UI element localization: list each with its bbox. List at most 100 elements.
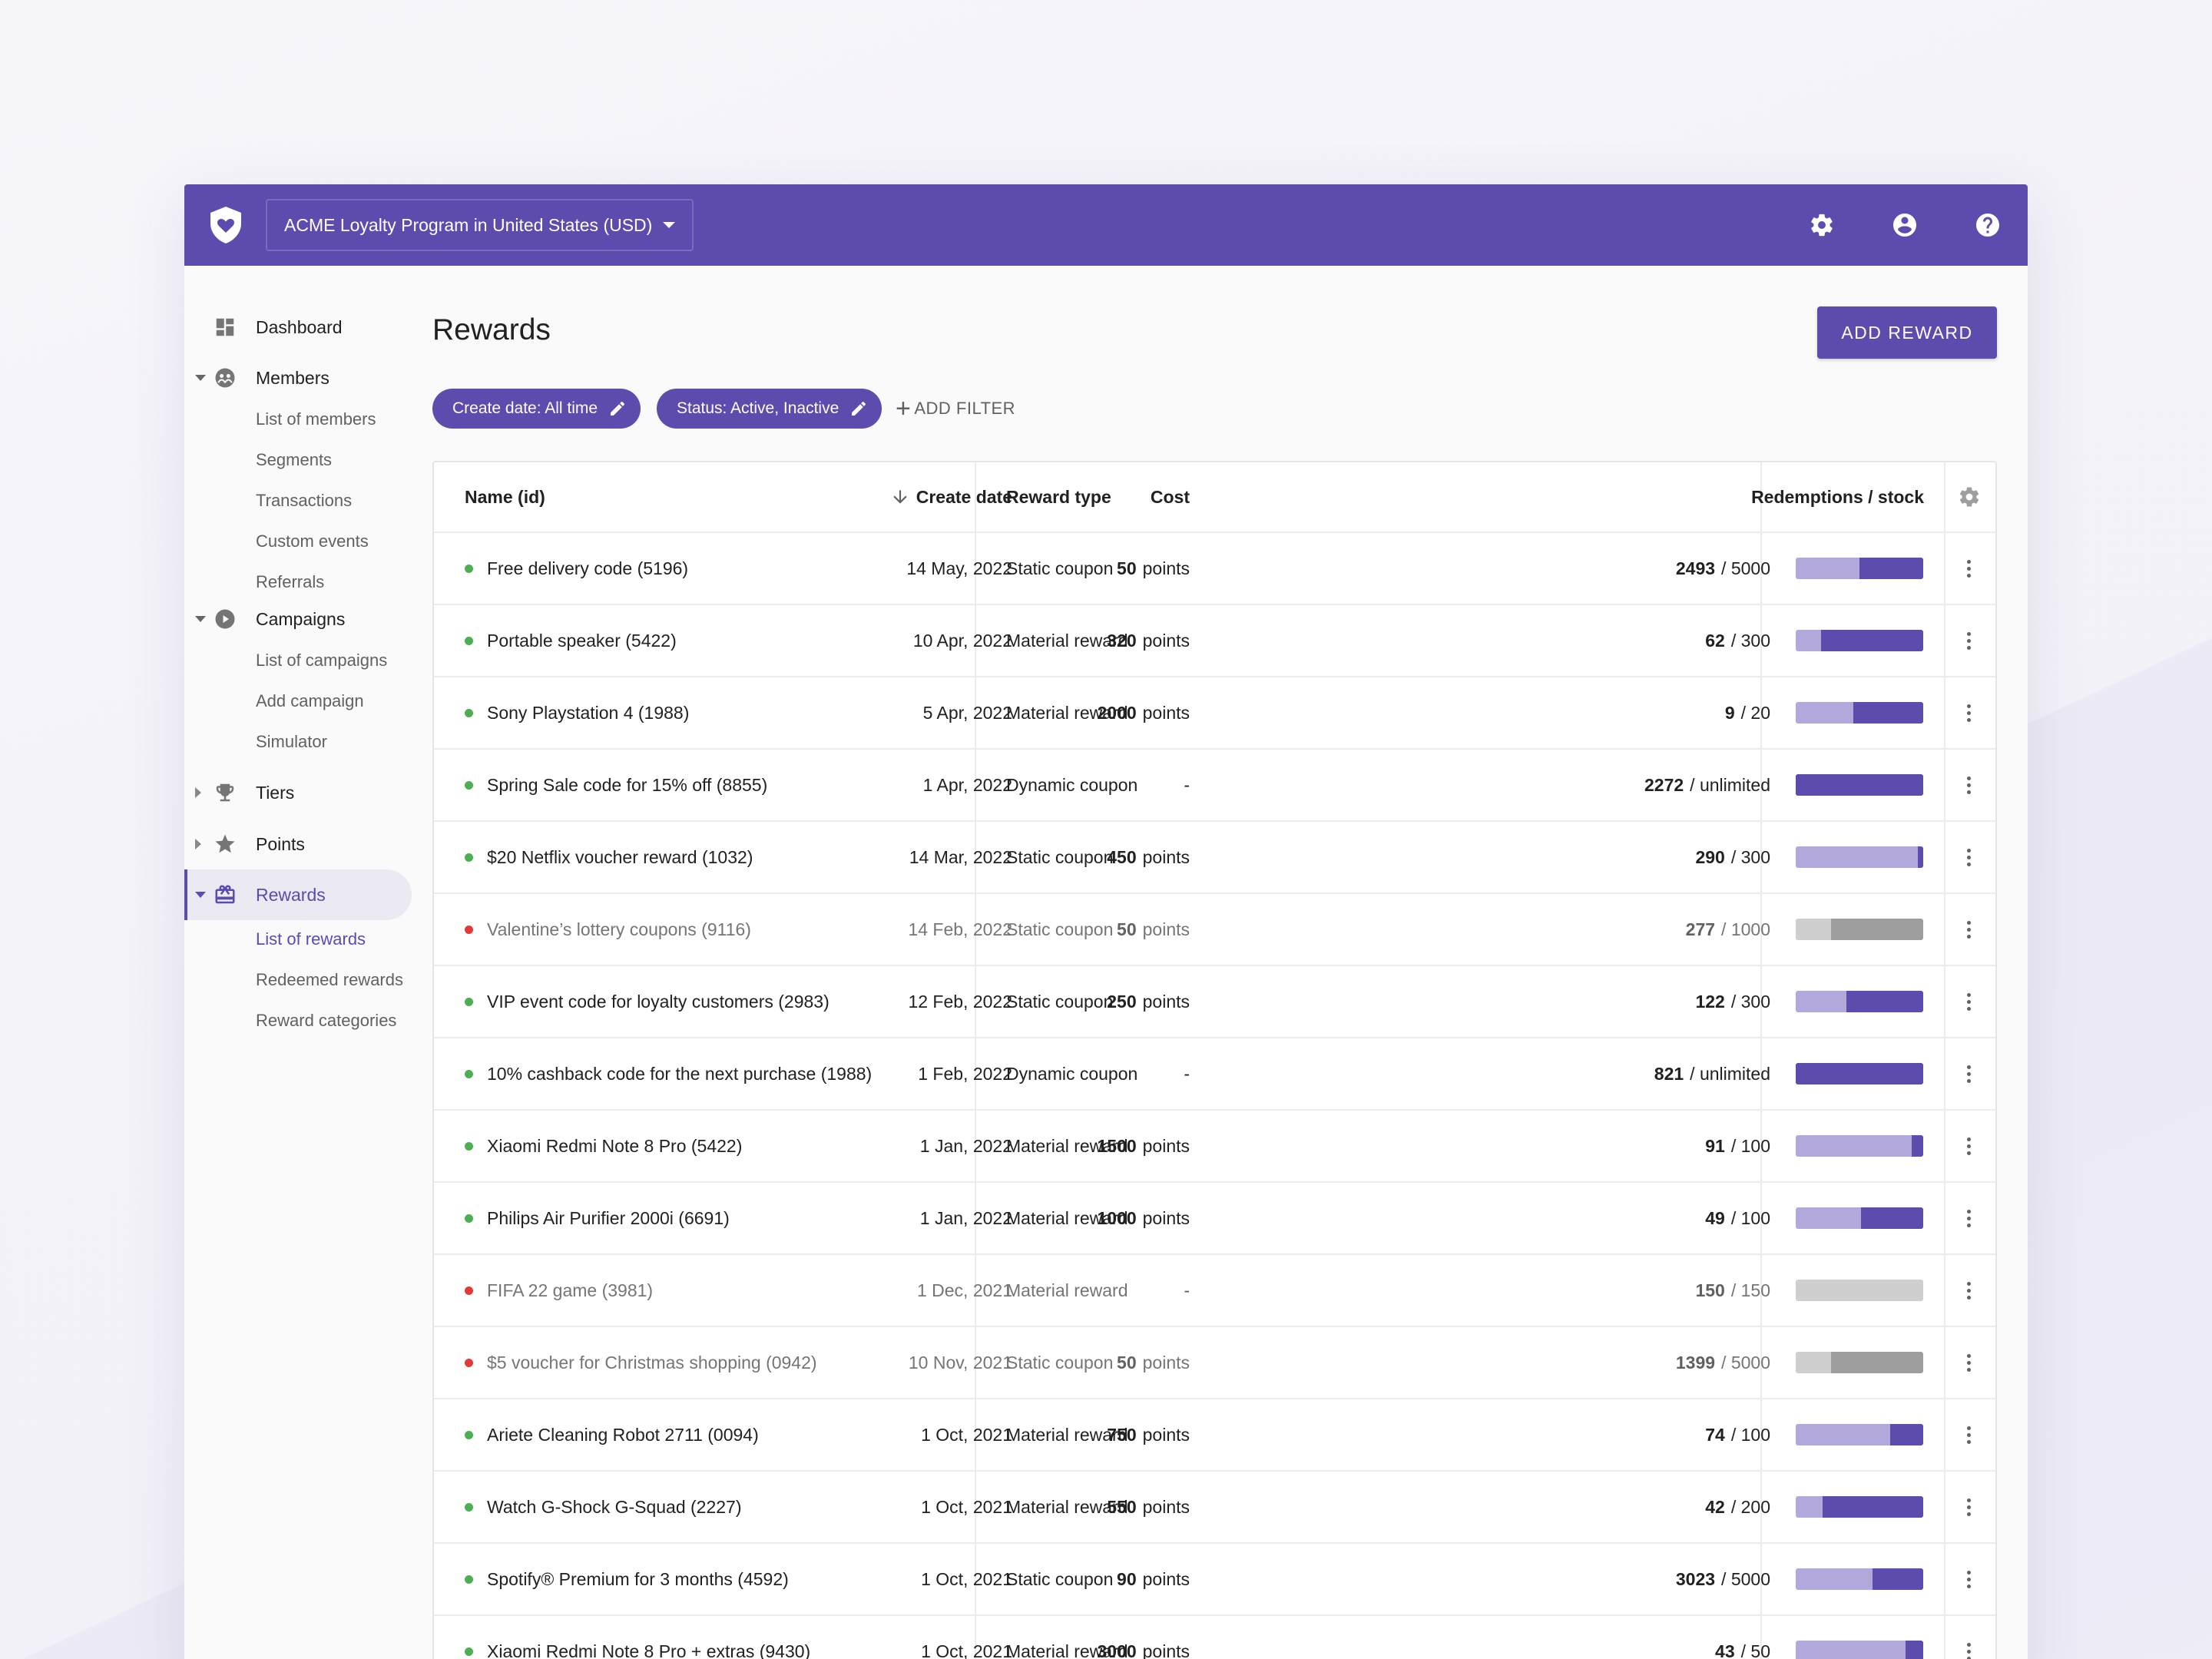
reward-name-cell[interactable]: $20 Netflix voucher reward (1032) <box>465 822 753 892</box>
table-row[interactable]: $20 Netflix voucher reward (1032) Static… <box>434 822 1995 894</box>
column-header-date[interactable]: Create date <box>890 462 1012 531</box>
row-menu-button[interactable] <box>1962 1472 1975 1542</box>
row-menu-button[interactable] <box>1962 605 1975 676</box>
table-row[interactable]: Free delivery code (5196) Static coupon … <box>434 533 1995 605</box>
row-menu-button[interactable] <box>1962 1327 1975 1398</box>
table-row[interactable]: VIP event code for loyalty customers (29… <box>434 966 1995 1038</box>
sidebar-subitem-transactions[interactable]: Transactions <box>256 491 353 510</box>
sidebar-item-rewards[interactable]: Rewards <box>184 869 412 920</box>
row-menu-button[interactable] <box>1962 1399 1975 1470</box>
column-divider <box>1944 462 1945 1659</box>
stock-value: 200 <box>1740 1496 1770 1517</box>
cost-value: 250 <box>1107 991 1137 1012</box>
redemptions-count: 3023 <box>1675 1568 1716 1589</box>
table-header: Name (id) Reward type Create date Cost R… <box>434 462 1995 533</box>
table-row[interactable]: Spring Sale code for 15% off (8855) Dyna… <box>434 750 1995 822</box>
reward-name-cell[interactable]: Ariete Cleaning Robot 2711 (0094) <box>465 1399 759 1470</box>
reward-name-cell[interactable]: Sony Playstation 4 (1988) <box>465 677 689 748</box>
sidebar-subitem-referrals[interactable]: Referrals <box>256 572 325 591</box>
reward-name-cell[interactable]: Philips Air Purifier 2000i (6691) <box>465 1183 730 1253</box>
reward-type: Static coupon <box>1006 991 1114 1012</box>
account-icon[interactable] <box>1891 211 1919 239</box>
table-row[interactable]: FIFA 22 game (3981) Material reward 1 De… <box>434 1255 1995 1327</box>
add-reward-button[interactable]: ADD REWARD <box>1817 306 1997 359</box>
table-row[interactable]: $5 voucher for Christmas shopping (0942)… <box>434 1327 1995 1399</box>
sidebar-item-label: Members <box>256 367 329 388</box>
status-dot <box>465 1647 473 1656</box>
reward-name-cell[interactable]: Spring Sale code for 15% off (8855) <box>465 750 767 820</box>
row-menu-button[interactable] <box>1962 822 1975 892</box>
table-row[interactable]: Philips Air Purifier 2000i (6691) Materi… <box>434 1183 1995 1255</box>
reward-name-cell[interactable]: VIP event code for loyalty customers (29… <box>465 966 830 1037</box>
table-row[interactable]: Watch G-Shock G-Squad (2227) Material re… <box>434 1472 1995 1544</box>
program-selector[interactable]: ACME Loyalty Program in United States (U… <box>266 199 694 251</box>
row-menu-button[interactable] <box>1962 1255 1975 1326</box>
row-menu-button[interactable] <box>1962 1038 1975 1109</box>
row-menu-button[interactable] <box>1962 677 1975 748</box>
row-menu-button[interactable] <box>1962 894 1975 965</box>
reward-name-cell[interactable]: Spotify® Premium for 3 months (4592) <box>465 1544 789 1614</box>
status-dot <box>465 853 473 862</box>
more-vert-icon <box>1966 1281 1971 1300</box>
reward-name-cell[interactable]: Watch G-Shock G-Squad (2227) <box>465 1472 742 1542</box>
reward-name: $20 Netflix voucher reward (1032) <box>487 846 753 867</box>
sidebar-subitem-list-of-members[interactable]: List of members <box>256 409 376 429</box>
sidebar-subitem-reward-categories[interactable]: Reward categories <box>256 1011 397 1030</box>
table-row[interactable]: Xiaomi Redmi Note 8 Pro (5422) Material … <box>434 1111 1995 1183</box>
sidebar-subitem-segments[interactable]: Segments <box>256 450 333 469</box>
reward-name-cell[interactable]: Portable speaker (5422) <box>465 605 677 676</box>
expand-arrow-icon <box>195 375 206 381</box>
row-menu-button[interactable] <box>1962 1111 1975 1181</box>
sidebar-subitem-add-campaign[interactable]: Add campaign <box>256 691 364 710</box>
reward-name-cell[interactable]: FIFA 22 game (3981) <box>465 1255 653 1326</box>
stock-progress-fill <box>1912 1135 1923 1157</box>
table-row[interactable]: Spotify® Premium for 3 months (4592) Sta… <box>434 1544 1995 1616</box>
more-vert-icon <box>1966 920 1971 939</box>
sidebar-subitem-list-of-rewards[interactable]: List of rewards <box>256 929 366 949</box>
reward-name-cell[interactable]: Valentine’s lottery coupons (9116) <box>465 894 751 965</box>
sidebar-subitem-redeemed-rewards[interactable]: Redeemed rewards <box>256 970 403 989</box>
reward-name: Valentine’s lottery coupons (9116) <box>487 919 751 939</box>
table-row[interactable]: Ariete Cleaning Robot 2711 (0094) Materi… <box>434 1399 1995 1472</box>
row-menu-button[interactable] <box>1962 750 1975 820</box>
reward-name-cell[interactable]: Xiaomi Redmi Note 8 Pro (5422) <box>465 1111 742 1181</box>
sidebar-subitem-list-of-campaigns[interactable]: List of campaigns <box>256 651 388 670</box>
row-menu-button[interactable] <box>1962 533 1975 604</box>
column-header-cost[interactable]: Cost <box>1150 486 1190 507</box>
table-row[interactable]: Xiaomi Redmi Note 8 Pro + extras (9430) … <box>434 1616 1995 1659</box>
gift-icon <box>212 882 238 908</box>
filter-chip-create-date[interactable]: Create date: All time <box>432 389 641 429</box>
create-date: 1 Apr, 2022 <box>922 774 1012 795</box>
sidebar-subitem-custom-events[interactable]: Custom events <box>256 531 369 551</box>
help-icon[interactable] <box>1974 211 2002 239</box>
members-icon <box>212 365 238 391</box>
redemptions-count: 150 <box>1695 1280 1725 1300</box>
status-dot <box>465 636 473 645</box>
stock-value: 300 <box>1740 991 1770 1012</box>
column-header-type[interactable]: Reward type <box>1006 486 1111 507</box>
reward-name-cell[interactable]: 10% cashback code for the next purchase … <box>465 1038 872 1109</box>
table-row[interactable]: Portable speaker (5422) Material reward … <box>434 605 1995 677</box>
gear-icon[interactable] <box>1808 211 1836 239</box>
row-menu-button[interactable] <box>1962 966 1975 1037</box>
cost: 450 points <box>1107 822 1190 892</box>
redemptions: 43 / 50 <box>1715 1616 1770 1659</box>
reward-name-cell[interactable]: Free delivery code (5196) <box>465 533 688 604</box>
sidebar-subitem-simulator[interactable]: Simulator <box>256 732 327 751</box>
row-menu-button[interactable] <box>1962 1183 1975 1253</box>
stock-progress-bar <box>1796 558 1923 579</box>
column-header-name[interactable]: Name (id) <box>465 486 545 507</box>
table-row[interactable]: Valentine’s lottery coupons (9116) Stati… <box>434 894 1995 966</box>
reward-name-cell[interactable]: $5 voucher for Christmas shopping (0942) <box>465 1327 817 1398</box>
filter-chip-status[interactable]: Status: Active, Inactive <box>657 389 882 429</box>
add-filter-button[interactable]: + ADD FILTER <box>896 389 1015 429</box>
row-menu-button[interactable] <box>1962 1616 1975 1659</box>
table-row[interactable]: 10% cashback code for the next purchase … <box>434 1038 1995 1111</box>
table-row[interactable]: Sony Playstation 4 (1988) Material rewar… <box>434 677 1995 750</box>
row-menu-button[interactable] <box>1962 1544 1975 1614</box>
column-header-redemptions[interactable]: Redemptions / stock <box>1751 486 1924 507</box>
stock-progress-bar <box>1796 630 1923 651</box>
column-settings[interactable] <box>1958 462 1981 531</box>
stock-bar-cell <box>1796 822 1923 892</box>
reward-name-cell[interactable]: Xiaomi Redmi Note 8 Pro + extras (9430) <box>465 1616 810 1659</box>
